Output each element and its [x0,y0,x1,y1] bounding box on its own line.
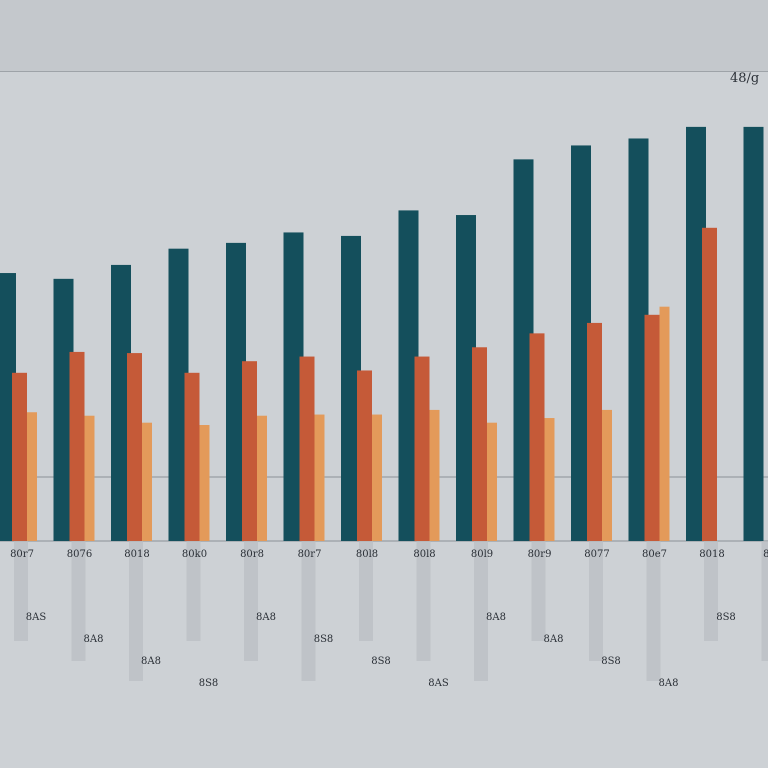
bar [429,409,440,541]
bar [472,347,487,541]
shadow-strip [359,541,373,641]
bar [357,370,372,541]
sub-label: 8AS [428,678,449,689]
shadow-strip [589,541,603,661]
shadow-strip [129,541,143,681]
bar [184,372,200,541]
bar [341,235,361,542]
shadow-strip [71,541,86,661]
shadow-strip [14,541,28,641]
bar [199,425,210,541]
shadow-strip [646,541,661,681]
bar [226,242,246,541]
bar [686,126,706,541]
x-tick-label: 80r7 [10,549,34,560]
bar [142,422,152,541]
bar [743,126,764,541]
bar [487,422,497,541]
x-tick-label: 80l8 [413,549,435,560]
bar [628,138,649,542]
shadow-strip [244,541,258,661]
x-tick-label: 80l8 [356,549,378,560]
x-tick-label: 80r9 [528,549,552,560]
bar [283,232,304,541]
sub-label: 8S8 [199,678,219,689]
bar [659,306,670,541]
bar [242,361,257,541]
sub-label: 8AS [26,612,47,623]
bar [168,248,189,541]
sub-label: 8A8 [141,656,161,667]
bar [529,333,545,541]
shadow-strip [416,541,431,661]
bar [372,414,382,541]
sub-label: 8A8 [256,612,276,623]
bar [53,278,74,541]
x-tick-label: 80r7 [298,549,322,560]
shadow-strip [761,541,768,661]
x-tick-label: 8077 [584,549,609,560]
sub-label: 8S8 [314,634,334,645]
bar [27,412,37,541]
bar [127,353,142,541]
x-tick-label: 80k0 [182,549,207,560]
x-tick-label: 80e7 [642,549,667,560]
sub-label: 8A8 [486,612,506,623]
bar [314,414,325,541]
corner-label: 48/g [730,71,759,86]
x-tick-label: 80l9 [471,549,493,560]
bar [513,159,534,542]
bar [702,227,717,542]
bar [644,314,660,541]
bar [456,215,476,542]
sub-label: 8A8 [659,678,679,689]
shadow-strip [186,541,201,641]
bar [544,418,555,541]
bar [414,356,430,541]
x-tick-label: 8018 [124,549,149,560]
x-tick-label: 80 [763,549,768,560]
bar [257,415,267,541]
bar [69,351,85,541]
shadow-strip [704,541,718,641]
bar [587,322,602,541]
sub-label: 8S8 [716,612,736,623]
bar [299,356,315,541]
bar [111,264,131,541]
header-band [0,0,768,72]
x-tick-label: 8076 [67,549,92,560]
bar [12,372,27,541]
sub-label: 8A8 [84,634,104,645]
x-tick-label: 8018 [699,549,724,560]
sub-label: 8S8 [371,656,391,667]
sub-label: 8A8 [544,634,564,645]
bar [398,210,419,541]
bar [84,415,95,541]
shadow-strip [531,541,546,641]
sub-label: 8S8 [601,656,621,667]
shadow-strip [474,541,488,681]
bar [571,145,591,541]
shadow-strip [301,541,316,681]
bar [602,409,612,541]
x-tick-label: 80r8 [240,549,264,560]
